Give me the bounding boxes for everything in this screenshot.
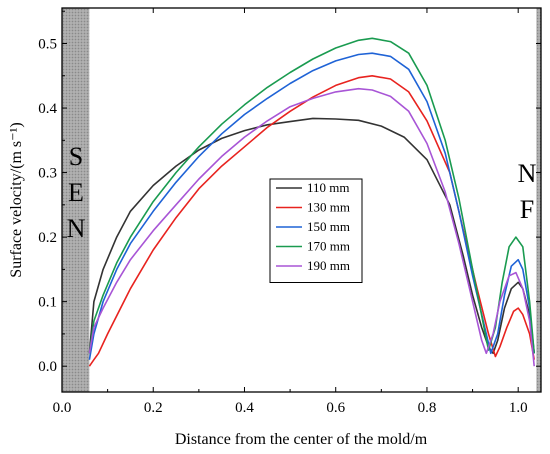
legend: 110 mm 130 mm 150 mm 170 mm 190 mm (269, 178, 363, 283)
x-tick-label: 0.2 (144, 400, 163, 416)
legend-label: 110 mm (307, 180, 350, 195)
region-nf (536, 8, 541, 392)
series-line (88, 52, 535, 360)
legend-label: 190 mm (307, 258, 350, 273)
legend-label: 150 mm (307, 219, 350, 234)
x-tick-label: 0.8 (418, 400, 437, 416)
x-axis-title: Distance from the center of the mold/m (175, 431, 428, 448)
region-letter: F (520, 195, 534, 224)
legend-label: 170 mm (307, 239, 350, 254)
region-sen (62, 8, 90, 392)
y-tick-label: 0.0 (38, 359, 57, 375)
x-tick-label: 1.0 (509, 400, 528, 416)
y-axis-title: Surface velocity/(m s⁻¹) (8, 122, 25, 277)
x-tick-label: 0.0 (53, 400, 72, 416)
y-tick-label: 0.5 (38, 36, 57, 52)
y-tick-label: 0.1 (38, 295, 57, 311)
region-letter: N (518, 159, 537, 188)
series-line (88, 87, 535, 367)
plot-frame (61, 7, 542, 393)
region-letter: E (68, 178, 84, 207)
x-tick-label: 0.4 (235, 400, 254, 416)
region-letter: S (69, 142, 83, 171)
y-tick-label: 0.3 (38, 166, 57, 182)
x-tick-label: 0.6 (326, 400, 345, 416)
legend-label: 130 mm (307, 200, 350, 215)
y-tick-label: 0.2 (38, 230, 57, 246)
y-tick-label: 0.4 (38, 101, 57, 117)
series-line (88, 37, 535, 354)
series-line (88, 75, 535, 367)
series-line (88, 117, 535, 355)
region-letter: N (67, 214, 86, 243)
